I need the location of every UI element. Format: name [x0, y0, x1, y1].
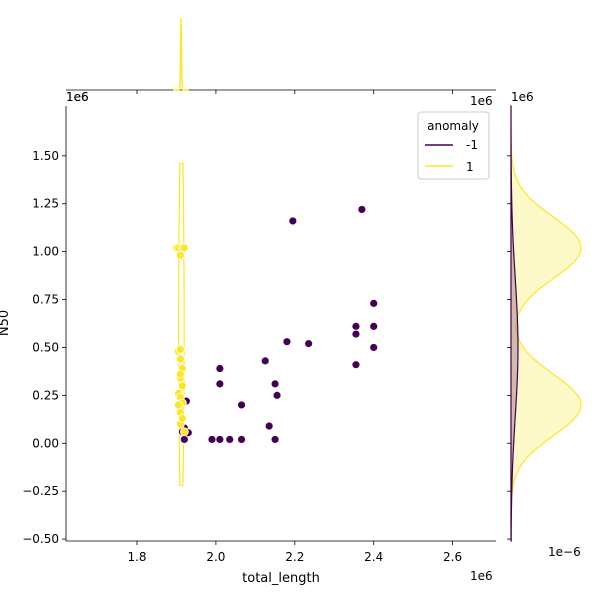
y-tick-label: 1.25	[32, 197, 59, 211]
joint-kde-normal	[177, 162, 185, 487]
point-anomaly	[260, 356, 270, 366]
point-normal	[175, 344, 185, 354]
point-anomaly	[215, 379, 225, 389]
x-tick-label: 2.4	[364, 550, 383, 564]
point-anomaly	[272, 390, 282, 400]
y-tick-label: 0.75	[32, 293, 59, 307]
point-anomaly	[215, 435, 225, 444]
point-anomaly	[237, 435, 246, 444]
x-tick-label: 2.2	[285, 550, 304, 564]
point-anomaly	[369, 343, 379, 352]
y-tick-label: −0.25	[22, 484, 59, 498]
point-normal	[179, 427, 189, 437]
y-tick-label: 0.00	[32, 436, 59, 450]
marginal-x-offset-label-right: 1e6	[470, 94, 493, 108]
y-axis-label: N50	[0, 310, 12, 336]
point-normal	[177, 381, 187, 391]
point-anomaly	[237, 400, 246, 410]
marginal-x-kde-normal	[173, 17, 189, 91]
point-anomaly	[207, 435, 217, 444]
marginal-x-density: 1e6 1e6	[66, 17, 496, 108]
point-anomaly	[264, 421, 274, 431]
point-anomaly	[369, 321, 379, 331]
x-offset-label: 1e6	[470, 569, 493, 583]
y-offset-label: 1e6	[66, 90, 89, 104]
point-anomaly	[270, 435, 280, 444]
point-anomaly	[351, 360, 361, 370]
marginal-y-density: 1e6 1e−6	[507, 90, 582, 559]
legend-label-normal: 1	[466, 160, 474, 174]
marginal-y-kde-anomaly-fill	[510, 105, 519, 542]
legend: anomaly -1 1	[417, 111, 490, 180]
point-anomaly	[225, 435, 235, 444]
y-tick-label: 1.50	[32, 149, 59, 163]
point-anomaly	[282, 337, 292, 347]
marginal-y-scale-label: 1e6	[511, 90, 534, 104]
point-normal	[177, 413, 187, 423]
marginal-y-kde-normal-fill	[510, 106, 582, 542]
legend-title: anomaly	[427, 119, 479, 133]
point-anomaly	[351, 321, 361, 331]
point-anomaly	[215, 364, 225, 373]
point-normal	[175, 369, 185, 379]
point-normal	[175, 251, 185, 260]
point-anomaly	[270, 379, 280, 389]
legend-box	[417, 111, 490, 180]
x-tick-label: 2.6	[443, 550, 462, 564]
point-anomaly	[357, 205, 367, 214]
legend-label-anomaly: -1	[466, 138, 478, 152]
y-tick-label: 0.50	[32, 340, 59, 354]
point-anomaly	[304, 339, 314, 349]
main-scatter-axes: 1.8 2.0 2.2 2.4 2.6 −0.50 −0.25 0.00 0.25 0.50 0.…	[0, 90, 496, 586]
y-tick-label: −0.50	[22, 532, 59, 546]
x-tick-label: 1.8	[127, 550, 146, 564]
point-normal	[175, 354, 185, 364]
y-tick-label: 1.00	[32, 245, 59, 259]
x-tick-label: 2.0	[206, 550, 225, 564]
point-anomaly	[288, 216, 298, 226]
point-anomaly	[369, 298, 379, 308]
marginal-x-offset-label: 1e6	[66, 90, 89, 104]
point-normal	[174, 400, 183, 410]
y-tick-label: 0.25	[32, 388, 59, 402]
x-axis-label: total_length	[242, 571, 320, 586]
marginal-y-density-offset-label: 1e−6	[548, 545, 581, 559]
point-anomaly	[351, 329, 361, 339]
point-normal	[179, 243, 189, 253]
